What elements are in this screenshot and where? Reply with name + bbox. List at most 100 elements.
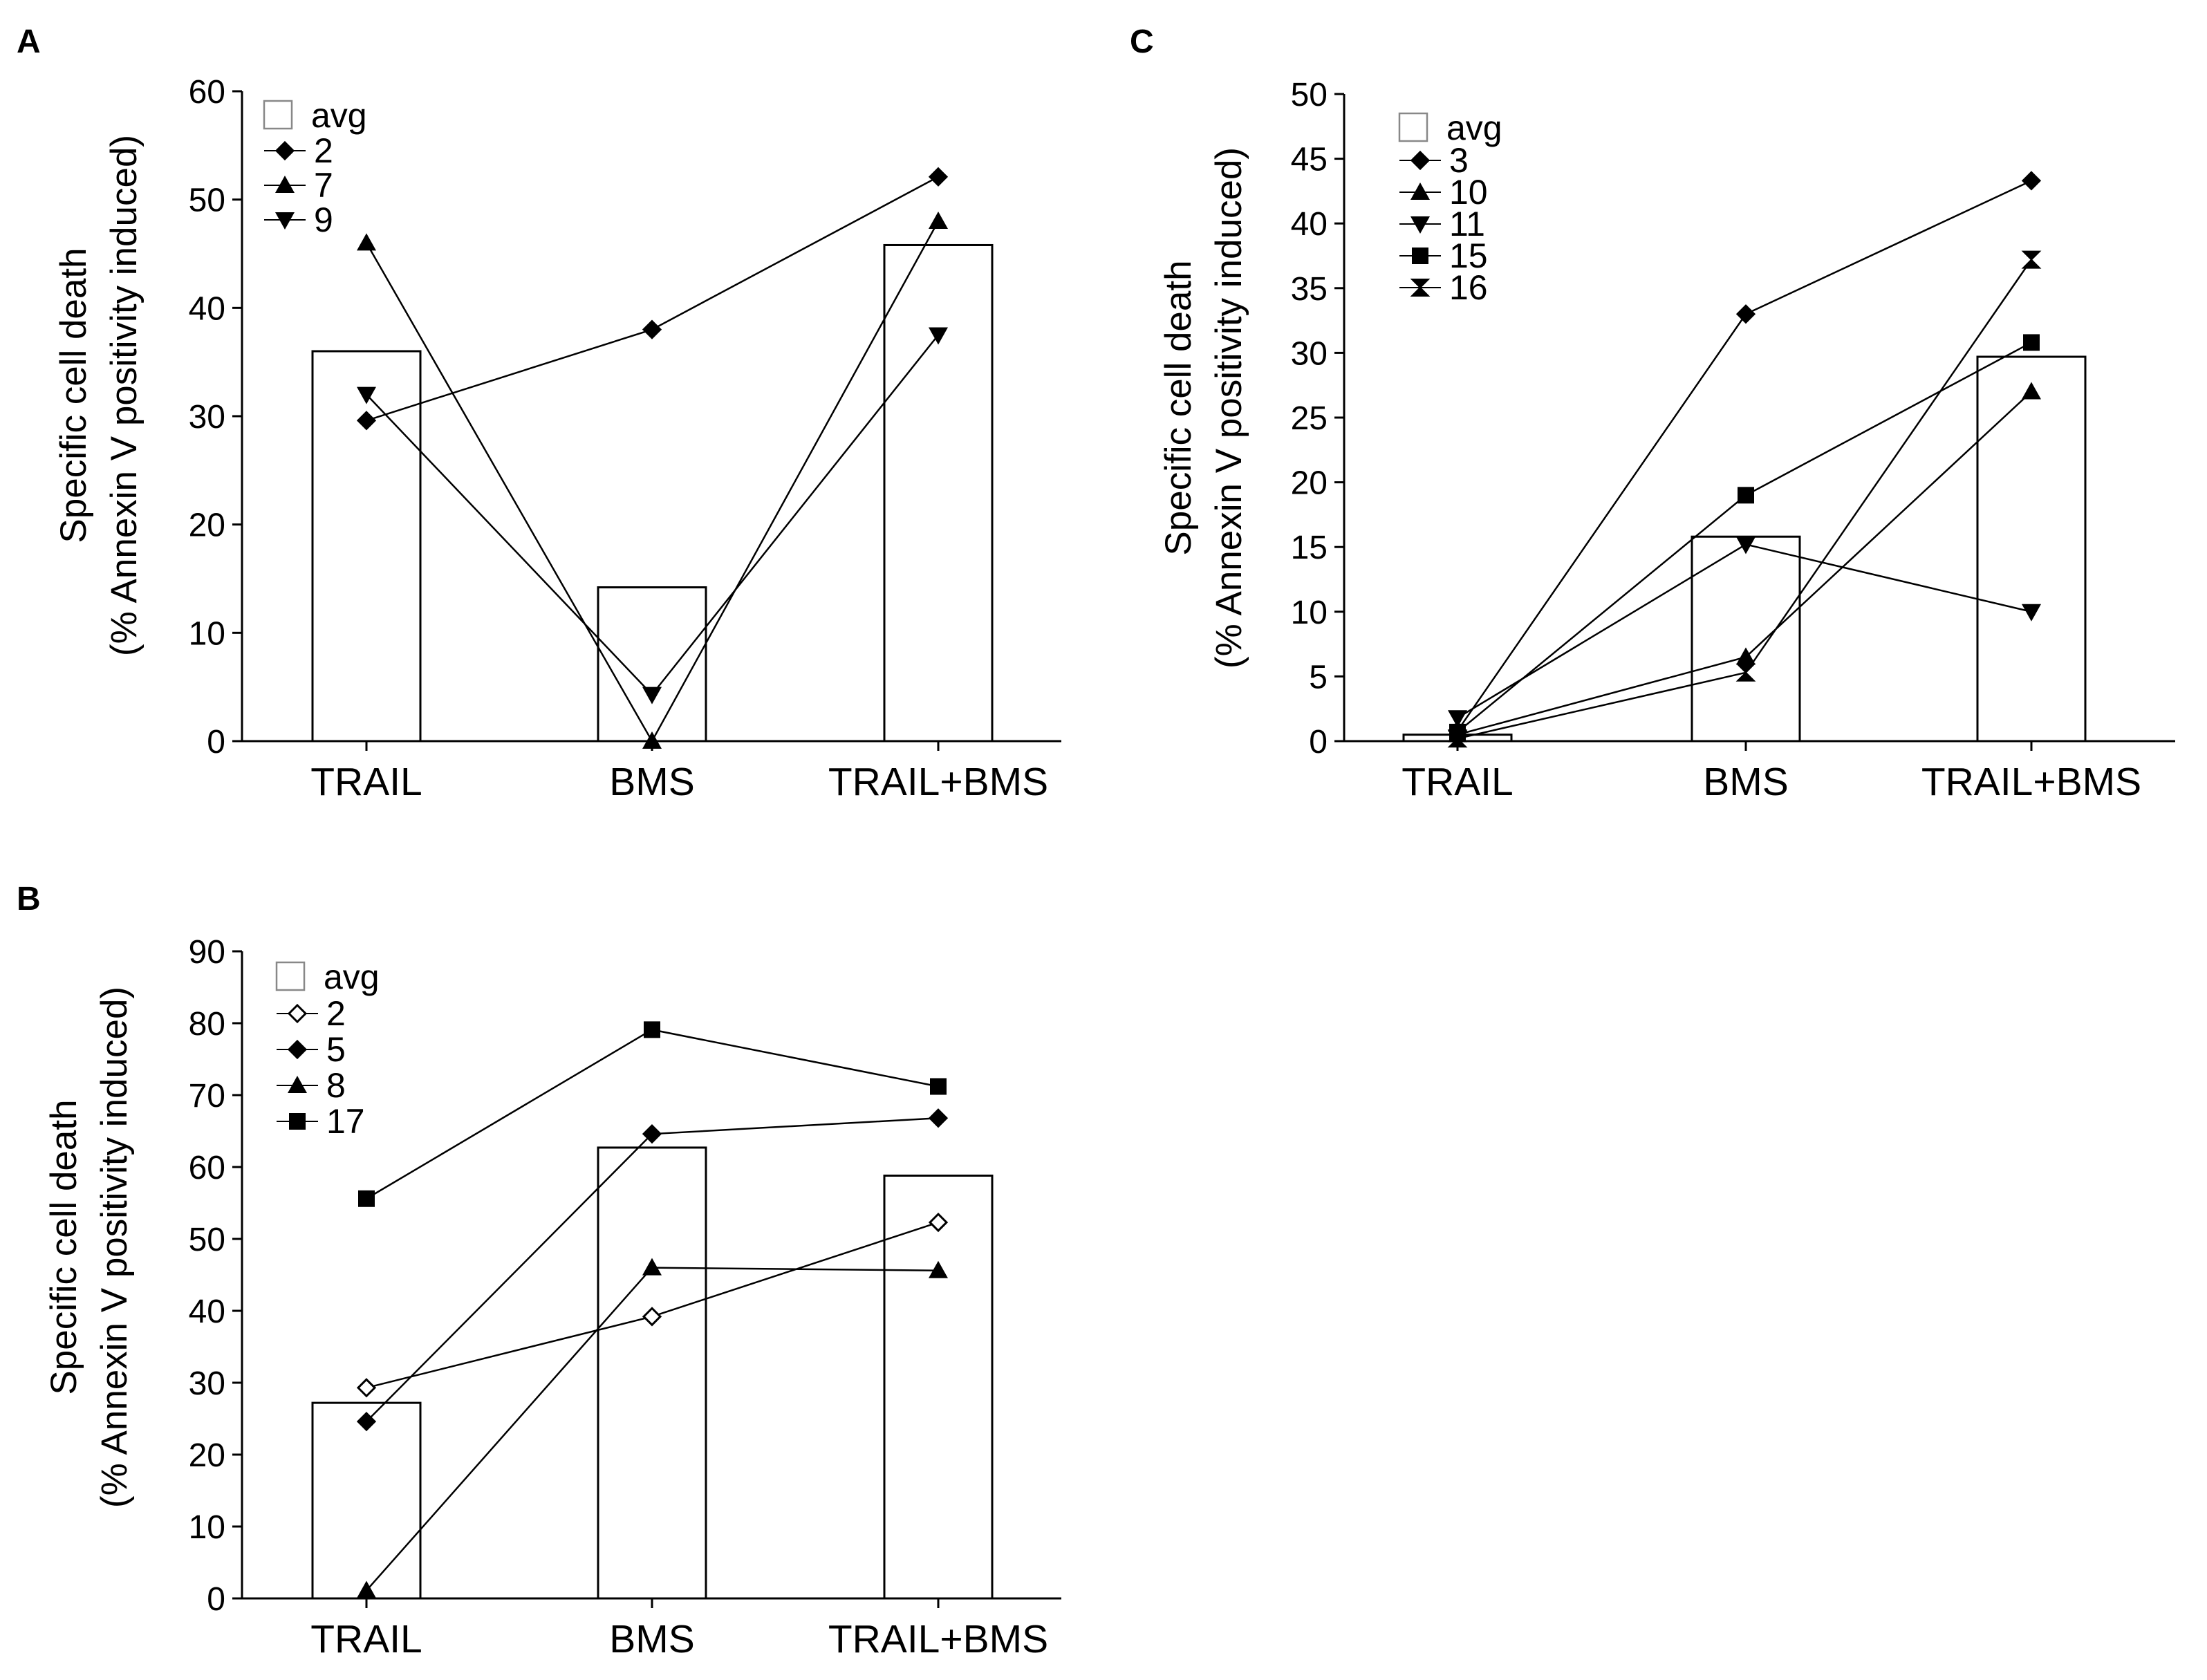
legend-marker-2	[274, 140, 295, 161]
legend-marker-5	[287, 1039, 308, 1060]
series-line-2	[366, 176, 939, 422]
series-point-7	[642, 731, 662, 749]
legend-label-avg: avg	[311, 96, 367, 135]
legend-swatch-avg	[263, 100, 293, 130]
y-tick-label: 5	[1309, 659, 1328, 696]
series-point-11	[1736, 536, 1756, 554]
panel-letter: B	[17, 881, 41, 917]
legend-label-9: 9	[314, 200, 333, 239]
y-tick-label: 50	[189, 1222, 225, 1258]
legend-marker-2	[287, 1003, 308, 1024]
y-tick-label: 80	[189, 1006, 225, 1043]
legend-marker-16	[1410, 279, 1431, 297]
series-point-3	[1735, 304, 1756, 324]
series-point-2	[356, 411, 377, 431]
legend-label-avg: avg	[1446, 109, 1502, 147]
series-point-8	[929, 1260, 948, 1278]
panel-letter: C	[1130, 24, 1154, 60]
legend-label-16: 16	[1449, 268, 1488, 307]
y-axis-label-line1: Specific cell death	[53, 248, 94, 543]
series-point-2	[642, 319, 662, 339]
series-point-11	[2022, 604, 2041, 622]
series-point-15	[1738, 487, 1754, 504]
panel-a: A Specific cell death (% Annexin V posit…	[17, 24, 1061, 804]
y-tick-label: 70	[189, 1078, 225, 1114]
legend-label-17: 17	[326, 1102, 365, 1141]
x-tick-label: TRAIL	[310, 760, 422, 804]
legend-marker-17	[289, 1113, 306, 1130]
legend-marker-11	[1410, 216, 1430, 234]
y-tick-label: 45	[1291, 142, 1328, 178]
series-point-5	[356, 1412, 377, 1432]
y-tick-label: 35	[1291, 271, 1328, 308]
series-point-17	[358, 1190, 375, 1207]
legend-marker-15	[1412, 248, 1428, 264]
legend-marker-7	[275, 176, 295, 193]
y-axis-label-line1: Specific cell death	[1158, 260, 1199, 555]
series-point-16	[2021, 250, 2042, 269]
series-point-9	[929, 327, 948, 345]
y-tick-label: 50	[1291, 77, 1328, 113]
series-point-16	[1447, 729, 1468, 748]
y-tick-label: 60	[189, 1150, 225, 1186]
series-point-11	[1448, 710, 1467, 728]
avg-bar	[597, 1146, 707, 1600]
y-axis-label-line2: (% Annexin V positivity induced)	[1209, 147, 1249, 669]
legend-marker-8	[288, 1076, 307, 1093]
y-tick-label: 15	[1291, 530, 1328, 566]
x-tick-label: TRAIL+BMS	[1921, 760, 2141, 804]
y-axis-label: Specific cell death (% Annexin V positiv…	[44, 987, 135, 1508]
series-point-10	[1736, 647, 1756, 665]
y-tick-label: 20	[1291, 465, 1328, 502]
y-axis-label-line2: (% Annexin V positivity induced)	[104, 135, 145, 656]
series-point-9	[357, 386, 376, 404]
y-tick-label: 90	[189, 934, 225, 971]
series-point-8	[642, 1258, 662, 1276]
avg-bar	[883, 243, 994, 743]
legend-label-15: 15	[1449, 236, 1488, 275]
y-tick-label: 10	[189, 1509, 225, 1546]
legend-marker-10	[1410, 183, 1430, 200]
y-tick-label: 30	[1291, 335, 1328, 372]
legend-swatch-avg	[275, 961, 306, 991]
y-tick-label: 40	[1291, 206, 1328, 243]
y-tick-label: 50	[189, 183, 225, 219]
y-tick-label: 10	[189, 615, 225, 652]
legend-label-2: 2	[314, 131, 333, 170]
series-point-17	[644, 1021, 660, 1038]
legend-label-8: 8	[326, 1066, 346, 1105]
avg-bar	[1976, 355, 2087, 743]
y-axis-label-line1: Specific cell death	[44, 1099, 84, 1394]
series-point-7	[357, 233, 376, 251]
y-axis-label-line2: (% Annexin V positivity induced)	[94, 987, 135, 1508]
legend-label-7: 7	[314, 166, 333, 205]
y-tick-label: 0	[207, 724, 225, 760]
legend-label-avg: avg	[324, 958, 380, 996]
y-tick-label: 0	[1309, 724, 1328, 760]
panel-b: B Specific cell death (% Annexin V posit…	[17, 881, 1061, 1661]
plot-area: 0 5 10 15 20 25 30 35 40 45 50 TRAIL BMS TRAIL+BMS avg…	[1291, 77, 2175, 804]
series-point-16	[1735, 663, 1756, 682]
y-tick-label: 20	[189, 507, 225, 544]
series-point-2	[928, 1212, 949, 1233]
legend-swatch-avg	[1398, 112, 1428, 142]
series-point-2	[928, 167, 949, 187]
plot-area: 0 10 20 30 40 50 60 70 80 90 TRAIL BMS TRAIL+BMS avg2…	[189, 934, 1061, 1661]
x-tick-label: TRAIL	[310, 1617, 422, 1661]
y-tick-label: 30	[189, 399, 225, 436]
series-point-8	[357, 1580, 376, 1598]
series-point-9	[642, 687, 662, 704]
series-point-5	[928, 1108, 949, 1128]
y-tick-label: 40	[189, 1294, 225, 1330]
series-point-2	[642, 1307, 662, 1327]
avg-bar	[311, 1401, 422, 1600]
series-point-15	[2023, 334, 2040, 351]
x-tick-label: TRAIL	[1402, 760, 1514, 804]
x-tick-label: BMS	[609, 760, 695, 804]
y-tick-label: 30	[189, 1365, 225, 1402]
series-point-17	[930, 1078, 947, 1095]
